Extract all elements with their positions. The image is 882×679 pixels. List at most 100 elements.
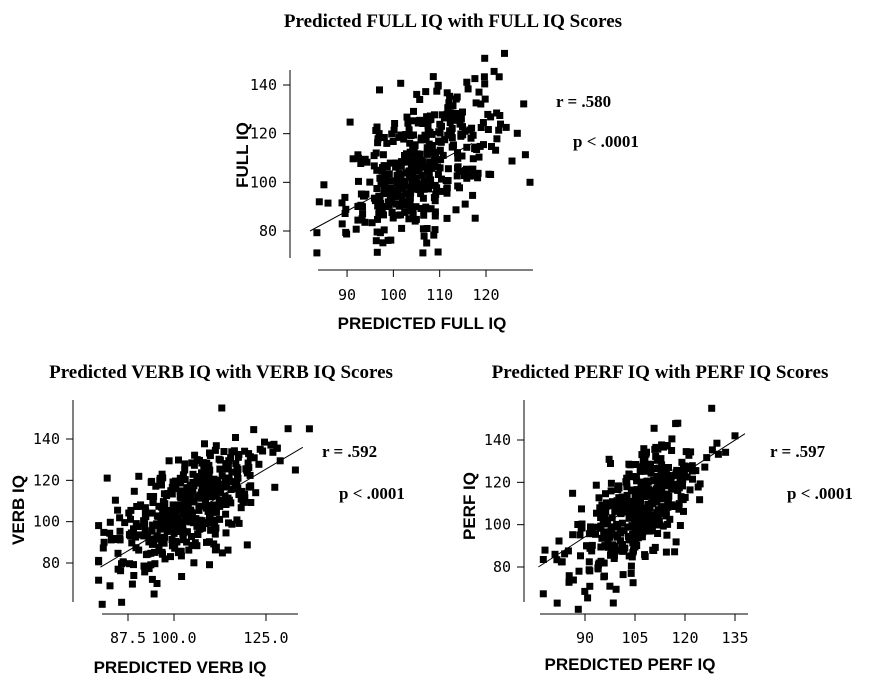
verb-data-point — [168, 490, 176, 498]
verb-data-point — [209, 508, 217, 516]
verb-data-point — [203, 493, 211, 501]
verb-data-point — [213, 489, 221, 497]
verb-data-point — [190, 498, 198, 506]
verb-data-point — [146, 535, 154, 543]
full-data-point — [388, 208, 396, 216]
perf-data-point — [618, 493, 626, 501]
verb-data-point — [141, 520, 149, 528]
full-iq-x-axis-label: PREDICTED FULL IQ — [338, 314, 507, 333]
perf-data-point — [622, 501, 630, 509]
verb-data-point — [127, 515, 134, 523]
full-data-point — [472, 99, 480, 107]
verb-data-point — [271, 483, 279, 491]
verb-data-point — [224, 546, 232, 554]
verb-data-point — [116, 536, 124, 544]
verb-data-point — [179, 536, 187, 544]
verb-data-point — [106, 529, 114, 537]
full-data-point — [417, 157, 425, 164]
perf-data-point — [588, 529, 596, 537]
perf-data-point — [609, 599, 617, 607]
verb-data-point — [234, 485, 242, 492]
verb-data-point — [206, 561, 213, 569]
verb-data-point — [234, 465, 242, 473]
verb-data-point — [245, 450, 253, 458]
perf-data-point — [593, 509, 600, 517]
full-data-point — [427, 205, 435, 213]
perf-data-point — [555, 537, 563, 545]
perf-data-point — [654, 530, 662, 537]
full-iq-chart-title: Predicted FULL IQ with FULL IQ Scores — [284, 11, 622, 32]
verb-data-point — [132, 533, 140, 541]
perf-data-point — [625, 514, 633, 522]
full-data-point — [388, 130, 396, 138]
full-data-point — [357, 201, 365, 209]
perf-iq-chart-title: Predicted PERF IQ with PERF IQ Scores — [492, 362, 829, 383]
perf-data-point — [601, 512, 609, 520]
perf-data-point — [657, 471, 665, 479]
verb-data-point — [111, 535, 119, 542]
full-data-point — [376, 174, 384, 182]
full-data-point — [446, 119, 454, 126]
full-data-point — [428, 164, 436, 172]
verb-data-point — [210, 501, 218, 509]
perf-data-point — [638, 509, 646, 517]
perf-data-point — [678, 458, 686, 466]
full-data-point — [452, 95, 460, 103]
full-data-point — [461, 200, 469, 208]
full-data-point — [407, 161, 415, 168]
perf-data-point — [585, 566, 593, 574]
perf-data-point — [577, 552, 584, 560]
full-data-point — [417, 205, 425, 212]
perf-data-point — [630, 473, 638, 481]
verb-data-point — [210, 516, 217, 524]
perf-data-point — [658, 495, 666, 503]
perf-data-point — [668, 447, 676, 454]
perf-data-point — [629, 579, 637, 587]
verb-data-point — [98, 600, 106, 608]
full-data-point — [373, 166, 381, 174]
full-data-point — [435, 128, 443, 136]
full-data-point — [401, 182, 409, 190]
full-data-point — [416, 150, 424, 158]
verb-data-point — [151, 560, 159, 568]
verb-data-point — [198, 486, 206, 494]
verb-data-point — [147, 561, 155, 569]
full-data-point — [313, 249, 321, 257]
perf-data-point — [613, 531, 621, 539]
perf-data-point — [722, 448, 730, 456]
perf-data-point — [597, 543, 605, 551]
full-data-point — [420, 185, 428, 193]
perf-data-point — [669, 503, 677, 510]
full-data-point — [386, 159, 394, 167]
perf-data-point — [627, 562, 635, 570]
perf-y-tick-label: 80 — [493, 558, 511, 576]
full-data-point — [374, 135, 382, 143]
full-data-point — [407, 189, 415, 196]
verb-data-point — [240, 495, 248, 503]
verb-data-point — [167, 553, 174, 561]
full-data-point — [349, 155, 357, 163]
full-data-point — [484, 126, 492, 133]
full-data-point — [481, 95, 489, 103]
verb-data-point — [207, 526, 215, 534]
full-data-point — [456, 184, 463, 192]
perf-y-tick-label: 140 — [484, 431, 511, 449]
full-data-point — [443, 214, 451, 222]
verb-data-point — [233, 516, 241, 524]
perf-data-point — [637, 478, 645, 486]
full-data-point — [434, 248, 442, 256]
perf-data-point — [677, 493, 685, 501]
verb-data-point — [141, 526, 149, 534]
verb-data-point — [181, 476, 189, 484]
verb-data-point — [133, 503, 141, 510]
perf-data-point — [620, 527, 628, 535]
perf-data-point — [612, 501, 620, 509]
full-data-point — [426, 128, 434, 136]
full-data-point — [423, 225, 431, 232]
full-data-point — [380, 162, 388, 170]
verb-data-point — [185, 546, 193, 554]
verb-data-point — [195, 506, 203, 514]
verb-data-point — [141, 568, 149, 576]
verb-data-point — [111, 496, 119, 504]
